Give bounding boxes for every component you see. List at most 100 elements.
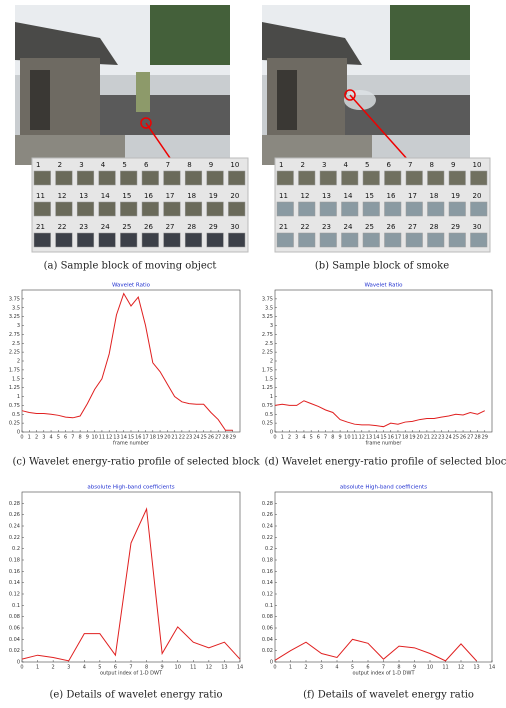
y-tick-label: 0.75 <box>262 403 273 409</box>
block-number: 10 <box>230 161 239 169</box>
block-number: 15 <box>365 192 374 200</box>
block-number: 8 <box>430 161 434 169</box>
block-thumb <box>164 171 181 185</box>
y-tick-label: 1.75 <box>262 367 273 373</box>
block-number: 20 <box>473 192 482 200</box>
block-number: 2 <box>301 161 305 169</box>
block-number: 7 <box>166 161 170 169</box>
x-tick-label: 28 <box>222 435 228 441</box>
block-thumb <box>320 233 337 247</box>
block-number: 12 <box>58 192 67 200</box>
y-tick-label: 2.5 <box>265 341 273 347</box>
block-thumb <box>471 202 488 216</box>
block-thumb <box>99 202 116 216</box>
x-tick-label: 2 <box>52 665 55 671</box>
block-thumb <box>277 171 294 185</box>
block-number: 8 <box>187 161 191 169</box>
block-number: 18 <box>187 192 196 200</box>
y-tick-label: 1.25 <box>9 385 20 391</box>
block-number: 3 <box>79 161 83 169</box>
block-number: 14 <box>344 192 353 200</box>
y-tick-label: 0.14 <box>262 580 273 586</box>
x-tick-label: 19 <box>157 435 163 441</box>
caption: (c) Wavelet energy-ratio profile of sele… <box>12 457 260 468</box>
y-tick-label: 1.5 <box>12 376 20 382</box>
y-tick-label: 0.2 <box>265 546 273 552</box>
x-tick-label: 1 <box>281 435 284 441</box>
block-thumb <box>185 202 202 216</box>
x-tick-label: 24 <box>193 435 199 441</box>
y-tick-label: 0.24 <box>9 524 20 530</box>
data-line <box>22 294 233 431</box>
block-number: 15 <box>122 192 131 200</box>
y-tick-label: 0.28 <box>262 501 273 507</box>
y-tick-label: 0.08 <box>262 614 273 620</box>
block-thumb <box>34 233 51 247</box>
x-axis-label: frame number <box>366 441 403 447</box>
x-tick-label: 26 <box>208 435 214 441</box>
block-number: 27 <box>166 223 175 231</box>
y-tick-label: 0.1 <box>12 603 20 609</box>
block-number: 5 <box>122 161 126 169</box>
y-tick-label: 0.08 <box>9 614 20 620</box>
block-number: 6 <box>144 161 149 169</box>
data-line <box>22 509 240 661</box>
block-thumb <box>320 171 337 185</box>
block-thumb <box>164 233 181 247</box>
block-number: 18 <box>430 192 439 200</box>
block-thumb <box>385 233 402 247</box>
block-thumb <box>185 233 202 247</box>
x-tick-label: 0 <box>273 665 276 671</box>
y-tick-label: 1.5 <box>265 376 273 382</box>
block-thumb <box>299 171 316 185</box>
x-tick-label: 12 <box>359 435 365 441</box>
block-number: 25 <box>365 223 374 231</box>
block-thumb <box>34 171 51 185</box>
block-thumb <box>120 233 137 247</box>
block-thumb <box>406 233 423 247</box>
caption: (e) Details of wavelet energy ratio <box>49 690 222 701</box>
block-thumb <box>164 202 181 216</box>
plot-frame <box>275 492 492 662</box>
chart-title: absolute High-band coefficients <box>87 485 174 491</box>
block-number: 16 <box>144 192 153 200</box>
chart-title: absolute High-band coefficients <box>340 485 427 491</box>
x-tick-label: 24 <box>445 435 451 441</box>
block-number: 1 <box>279 161 283 169</box>
block-thumb <box>228 171 245 185</box>
y-tick-label: 0.22 <box>9 535 20 541</box>
block-thumb <box>277 233 294 247</box>
block-thumb <box>406 171 423 185</box>
block-thumb <box>99 233 116 247</box>
y-tick-label: 2.75 <box>262 332 273 338</box>
x-tick-label: 10 <box>91 435 97 441</box>
block-number: 30 <box>230 223 239 231</box>
x-tick-label: 13 <box>221 665 227 671</box>
x-tick-label: 23 <box>186 435 192 441</box>
block-thumb <box>428 233 445 247</box>
x-tick-label: 11 <box>99 435 105 441</box>
block-number: 29 <box>451 223 460 231</box>
x-tick-label: 4 <box>335 665 338 671</box>
block-number: 1 <box>36 161 40 169</box>
block-thumb <box>120 202 137 216</box>
y-tick-label: 3.25 <box>262 314 273 320</box>
y-tick-label: 0.1 <box>265 603 273 609</box>
y-tick-label: 0.04 <box>9 637 20 643</box>
y-tick-label: 3.5 <box>12 305 20 311</box>
y-tick-label: 0.06 <box>9 626 20 632</box>
x-tick-label: 7 <box>324 435 327 441</box>
x-tick-label: 20 <box>416 435 422 441</box>
block-number: 22 <box>301 223 310 231</box>
block-number: 23 <box>322 223 331 231</box>
block-number: 11 <box>36 192 45 200</box>
block-number: 26 <box>144 223 153 231</box>
block-number: 12 <box>301 192 310 200</box>
y-tick-label: 0.16 <box>9 569 20 575</box>
plot-frame <box>22 492 240 662</box>
x-tick-label: 6 <box>317 435 320 441</box>
x-tick-label: 20 <box>164 435 170 441</box>
block-thumb <box>342 233 359 247</box>
chart-title: Wavelet Ratio <box>112 283 151 289</box>
y-tick-label: 0.18 <box>262 558 273 564</box>
